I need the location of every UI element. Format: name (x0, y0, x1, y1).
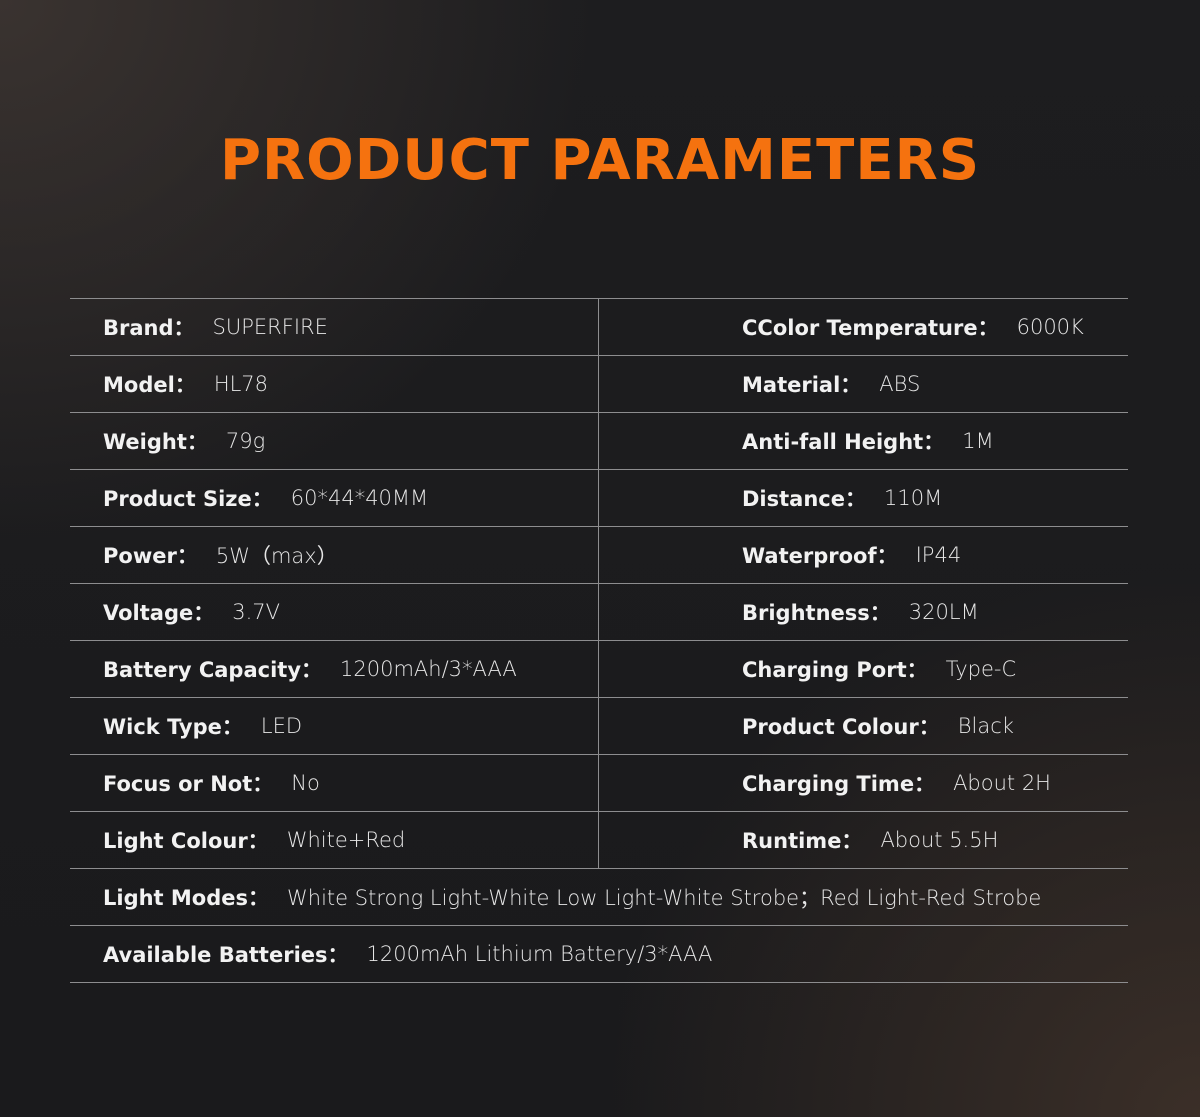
spec-value: SUPERFIRE (212, 315, 328, 339)
spec-label: Available Batteries： (103, 943, 349, 967)
spec-cell-left: Power： 5W（max） (70, 527, 599, 583)
table-row: Focus or Not： No Charging Time： About 2H (70, 755, 1128, 812)
spec-value: 1M (962, 429, 994, 453)
spec-value: 79g (225, 429, 266, 453)
spec-value: No (291, 771, 320, 795)
spec-value: IP44 (915, 543, 962, 567)
spec-value: ABS (879, 372, 921, 396)
spec-value: 110M (883, 486, 943, 510)
spec-value: 3.7V (232, 600, 280, 624)
spec-value: 60*44*40MM (290, 486, 429, 510)
spec-label: Light Colour： (103, 829, 269, 853)
spec-value: Black (957, 714, 1014, 738)
spec-cell-right: Charging Port： Type-C (599, 641, 1016, 697)
spec-label: Charging Time： (742, 772, 936, 796)
spec-cell-right: Waterproof： IP44 (599, 527, 961, 583)
spec-value: 1200mAh/3*AAA (340, 657, 517, 681)
spec-cell-full: Light Modes： White Strong Light-White Low… (70, 869, 1041, 925)
spec-cell-right: Product Colour： Black (599, 698, 1014, 754)
table-row: Product Size： 60*44*40MM Distance： 110M (70, 470, 1128, 527)
table-row: Battery Capacity： 1200mAh/3*AAA Charging P… (70, 641, 1128, 698)
spec-cell-left: Focus or Not： No (70, 755, 599, 811)
spec-value: About 5.5H (880, 828, 999, 852)
table-row: Weight： 79g Anti-fall Height： 1M (70, 413, 1128, 470)
spec-label: Voltage： (103, 601, 215, 625)
spec-label: Anti-fall Height： (742, 430, 945, 454)
spec-label: Light Modes： (103, 886, 270, 910)
spec-cell-right: Charging Time： About 2H (599, 755, 1051, 811)
table-row: Voltage： 3.7V Brightness： 320LM (70, 584, 1128, 641)
table-row: Light Modes： White Strong Light-White Low… (70, 869, 1128, 926)
spec-label: Charging Port： (742, 658, 928, 682)
spec-cell-left: Brand： SUPERFIRE (70, 299, 599, 355)
spec-cell-left: Model： HL78 (70, 356, 599, 412)
spec-cell-right: Brightness： 320LM (599, 584, 979, 640)
spec-label: Power： (103, 544, 198, 568)
table-row: Available Batteries： 1200mAh Lithium Batt… (70, 926, 1128, 983)
table-row: Model： HL78 Material： ABS (70, 356, 1128, 413)
spec-cell-right: CColor Temperature： 6000K (599, 299, 1084, 355)
spec-value: White+Red (286, 828, 406, 852)
spec-label: Runtime： (742, 829, 863, 853)
spec-label: CColor Temperature： (742, 316, 999, 340)
spec-label: Material： (742, 373, 862, 397)
spec-cell-full: Available Batteries： 1200mAh Lithium Batt… (70, 926, 712, 982)
spec-value: 1200mAh Lithium Battery/3*AAA (366, 942, 713, 966)
table-row: Brand： SUPERFIRE CColor Temperature： 6000K (70, 299, 1128, 356)
spec-label: Weight： (103, 430, 208, 454)
spec-cell-left: Voltage： 3.7V (70, 584, 599, 640)
spec-label: Distance： (742, 487, 866, 511)
spec-label: Product Colour： (742, 715, 940, 739)
spec-cell-right: Runtime： About 5.5H (599, 812, 998, 868)
spec-label: Focus or Not： (103, 772, 274, 796)
spec-cell-left: Wick Type： LED (70, 698, 599, 754)
spec-value: LED (260, 714, 303, 738)
spec-cell-left: Battery Capacity： 1200mAh/3*AAA (70, 641, 599, 697)
spec-label: Brightness： (742, 601, 891, 625)
spec-label: Wick Type： (103, 715, 243, 739)
spec-value: HL78 (213, 372, 269, 396)
spec-label: Model： (103, 373, 196, 397)
spec-cell-left: Product Size： 60*44*40MM (70, 470, 599, 526)
spec-value: About 2H (953, 771, 1051, 795)
spec-label: Waterproof： (742, 544, 898, 568)
spec-cell-right: Distance： 110M (599, 470, 942, 526)
spec-value: White Strong Light-White Low Light-White… (287, 886, 1042, 910)
page-title: PRODUCT PARAMETERS (219, 128, 981, 193)
spec-cell-right: Material： ABS (599, 356, 920, 412)
spec-cell-left: Weight： 79g (70, 413, 599, 469)
spec-value: 320LM (908, 600, 979, 624)
table-row: Power： 5W（max） Waterproof： IP44 (70, 527, 1128, 584)
spec-value: 6000K (1016, 315, 1084, 339)
table-row: Wick Type： LED Product Colour： Black (70, 698, 1128, 755)
parameters-table: Brand： SUPERFIRE CColor Temperature： 6000K M… (70, 298, 1128, 983)
spec-value: Type-C (945, 657, 1017, 681)
table-row: Light Colour： White+Red Runtime： About 5.5H (70, 812, 1128, 869)
spec-value: 5W（max） (215, 544, 338, 568)
spec-label: Product Size： (103, 487, 273, 511)
spec-cell-right: Anti-fall Height： 1M (599, 413, 994, 469)
spec-label: Brand： (103, 316, 195, 340)
spec-label: Battery Capacity： (103, 658, 323, 682)
spec-cell-left: Light Colour： White+Red (70, 812, 599, 868)
